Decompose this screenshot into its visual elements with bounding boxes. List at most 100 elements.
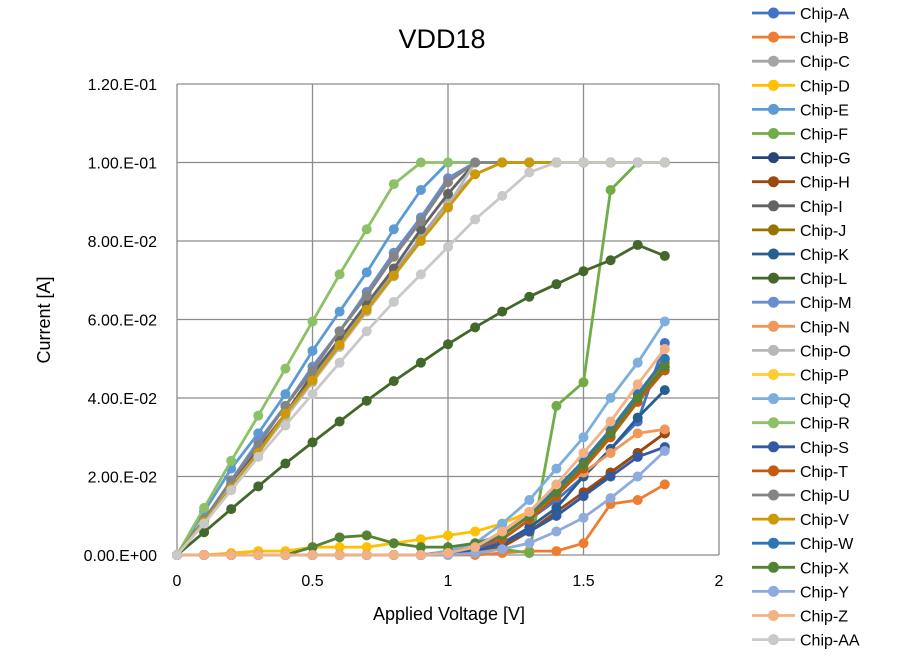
data-point	[361, 395, 372, 406]
data-point	[659, 361, 670, 372]
legend-marker	[768, 417, 779, 429]
data-point	[659, 353, 670, 364]
data-point	[388, 550, 399, 560]
legend-item-chip-h: Chip-H	[752, 175, 850, 192]
data-point	[497, 190, 508, 201]
legend-item-chip-j: Chip-J	[752, 223, 846, 240]
data-point	[307, 375, 318, 386]
legend-marker	[768, 79, 779, 91]
legend-label: Chip-E	[800, 102, 849, 119]
legend-label: Chip-Y	[800, 584, 849, 601]
data-point	[632, 471, 643, 482]
data-point	[659, 343, 670, 354]
data-point	[361, 304, 372, 315]
data-point	[605, 184, 616, 195]
legend-item-chip-g: Chip-G	[752, 151, 851, 168]
legend-label: Chip-B	[800, 30, 849, 47]
data-point	[307, 316, 318, 327]
series-line	[177, 342, 667, 557]
data-point	[334, 269, 345, 280]
data-point	[470, 322, 481, 333]
data-point	[226, 550, 237, 560]
y-tick-label: 4.00.E-02	[88, 391, 157, 408]
y-tick-label: 1.20.E-01	[88, 77, 157, 94]
legend-marker	[768, 128, 779, 139]
data-point	[578, 447, 589, 458]
data-point	[334, 306, 345, 317]
legend-marker	[768, 320, 779, 332]
data-point	[226, 455, 237, 466]
legend-item-chip-q: Chip-Q	[752, 392, 851, 409]
legend-label: Chip-Q	[800, 392, 851, 409]
data-point	[551, 463, 562, 474]
data-point	[199, 502, 210, 513]
y-tick-label: 1.00.E-01	[88, 156, 157, 173]
legend-label: Chip-U	[800, 488, 850, 505]
data-point	[524, 291, 535, 302]
data-point	[551, 546, 562, 557]
data-point	[524, 506, 535, 517]
data-point	[443, 548, 453, 559]
x-axis-label: Applied Voltage [V]	[373, 604, 525, 624]
legend-marker	[768, 7, 779, 19]
data-point	[361, 290, 372, 301]
data-point	[443, 202, 453, 213]
legend-marker	[768, 610, 779, 621]
data-point	[334, 542, 345, 553]
data-point	[551, 479, 562, 490]
legend-item-chip-f: Chip-F	[752, 127, 848, 144]
data-point	[497, 306, 508, 317]
legend-label: Chip-I	[800, 199, 843, 216]
data-point	[334, 550, 345, 560]
data-point	[524, 167, 535, 178]
data-point	[632, 412, 643, 423]
series-chip-aa	[172, 157, 670, 560]
legend-item-chip-t: Chip-T	[752, 464, 848, 481]
data-point	[497, 526, 508, 537]
data-point	[632, 157, 643, 168]
data-point	[551, 510, 562, 521]
data-point	[497, 518, 508, 529]
data-point	[497, 157, 508, 168]
x-tick-label: 2	[715, 573, 724, 590]
legend-marker	[768, 224, 779, 236]
data-point	[280, 363, 291, 374]
data-point	[307, 550, 318, 560]
data-point	[470, 157, 481, 168]
legend-label: Chip-G	[800, 151, 851, 168]
data-point	[632, 357, 643, 368]
data-point	[551, 279, 562, 290]
legend-marker	[768, 634, 779, 646]
legend-item-chip-u: Chip-U	[752, 488, 850, 505]
legend-item-chip-k: Chip-K	[752, 247, 849, 264]
data-point	[605, 416, 616, 427]
legend-item-chip-aa: Chip-AA	[752, 633, 860, 650]
legend-marker	[768, 393, 779, 405]
data-point	[307, 345, 318, 356]
legend-marker	[768, 103, 779, 115]
legend-item-chip-y: Chip-Y	[752, 584, 849, 601]
legend-label: Chip-P	[800, 368, 849, 385]
legend-label: Chip-S	[800, 440, 849, 457]
data-point	[253, 550, 264, 560]
data-point	[443, 157, 453, 168]
data-point	[361, 550, 372, 560]
legend-marker	[768, 31, 779, 43]
data-point	[524, 526, 535, 537]
legend-marker	[768, 465, 779, 477]
x-tick-label: 1	[444, 573, 453, 590]
data-point	[470, 214, 481, 225]
data-point	[578, 538, 589, 549]
legend-marker	[768, 152, 779, 164]
legend-marker	[768, 55, 779, 67]
legend-label: Chip-N	[800, 319, 850, 336]
data-point	[443, 339, 453, 350]
data-point	[443, 177, 453, 188]
legend-marker	[768, 585, 779, 597]
legend-marker	[768, 248, 779, 260]
data-point	[659, 157, 670, 168]
data-point	[388, 179, 399, 190]
data-point	[578, 432, 589, 443]
legend-label: Chip-W	[800, 536, 854, 553]
y-tick-label: 2.00.E-02	[88, 470, 157, 487]
